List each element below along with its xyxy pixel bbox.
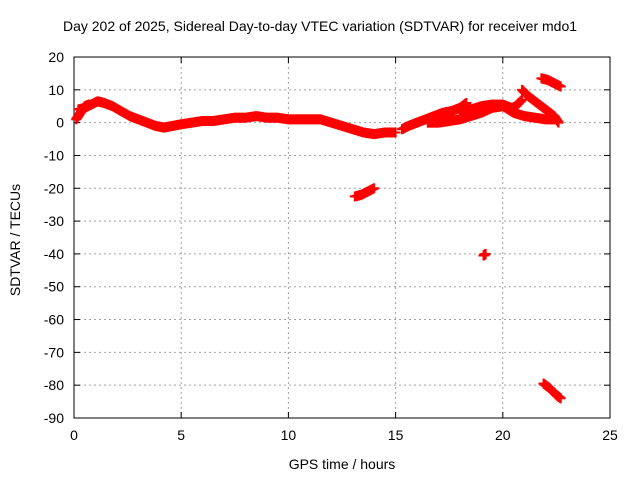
y-axis-label: SDTVAR / TECUs (7, 183, 23, 297)
y-tick-label: -80 (44, 377, 64, 393)
data-point (517, 94, 528, 105)
x-tick-label: 10 (281, 427, 297, 443)
y-tick-label: 10 (48, 82, 64, 98)
y-tick-label: 20 (48, 49, 64, 65)
x-tick-label: 15 (388, 427, 404, 443)
x-axis-label: GPS time / hours (288, 456, 396, 472)
x-tick-label: 0 (70, 427, 78, 443)
data-point (369, 183, 380, 194)
plot-frame (73, 56, 611, 419)
data-point (480, 248, 491, 259)
y-tick-label: -70 (44, 344, 64, 360)
y-tick-label: -10 (44, 147, 64, 163)
data-point (555, 81, 566, 92)
y-tick-label: 0 (56, 115, 64, 131)
y-tick-label: -60 (44, 312, 64, 328)
x-tick-label: 25 (602, 427, 618, 443)
x-tick-label: 5 (177, 427, 185, 443)
data-point (390, 127, 401, 138)
y-tick-label: -20 (44, 180, 64, 196)
data-point (553, 117, 564, 128)
x-tick-label: 20 (495, 427, 511, 443)
y-tick-label: -50 (44, 279, 64, 295)
data-point (555, 393, 566, 404)
y-tick-label: -90 (44, 410, 64, 426)
chart-title: Day 202 of 2025, Sidereal Day-to-day VTE… (62, 18, 578, 34)
y-tick-label: -30 (44, 213, 64, 229)
y-tick-label: -40 (44, 246, 64, 262)
